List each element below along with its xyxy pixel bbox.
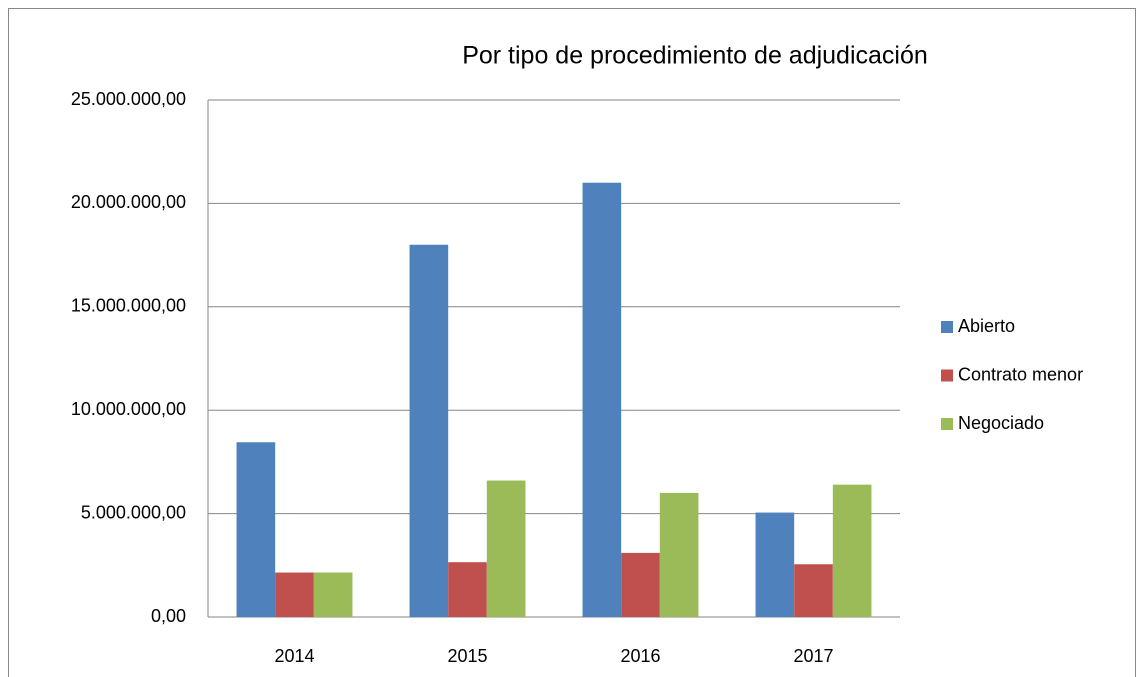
x-tick-label: 2014	[274, 646, 314, 666]
bar	[275, 572, 314, 617]
y-tick-label: 5.000.000,00	[81, 502, 186, 522]
chart-title: Por tipo de procedimiento de adjudicació…	[462, 42, 928, 70]
bar	[659, 492, 699, 617]
y-tick-label: 15.000.000,00	[71, 296, 186, 316]
x-tick-label: 2015	[447, 646, 487, 666]
y-tick-label: 25.000.000,00	[71, 89, 186, 109]
x-tick-label: 2017	[793, 646, 833, 666]
chart-frame	[8, 8, 1136, 677]
legend-swatch	[941, 321, 953, 333]
legend-swatch	[941, 369, 953, 382]
bar	[582, 182, 622, 617]
bar	[486, 480, 526, 617]
y-tick-label: 10.000.000,00	[71, 399, 186, 419]
bar	[621, 552, 660, 617]
legend-label: Negociado	[958, 413, 1044, 433]
bar	[448, 562, 487, 617]
bar	[313, 572, 353, 617]
x-tick-label: 2016	[620, 646, 660, 666]
y-tick-label: 20.000.000,00	[71, 192, 186, 212]
bar	[409, 244, 449, 617]
y-tick-label: 0,00	[151, 606, 186, 626]
bar	[832, 484, 872, 617]
legend-label: Contrato menor	[958, 364, 1083, 384]
bar	[236, 442, 276, 617]
bar	[794, 564, 833, 617]
legend-swatch	[941, 418, 953, 430]
bar	[755, 512, 795, 617]
legend-label: Abierto	[958, 316, 1015, 336]
